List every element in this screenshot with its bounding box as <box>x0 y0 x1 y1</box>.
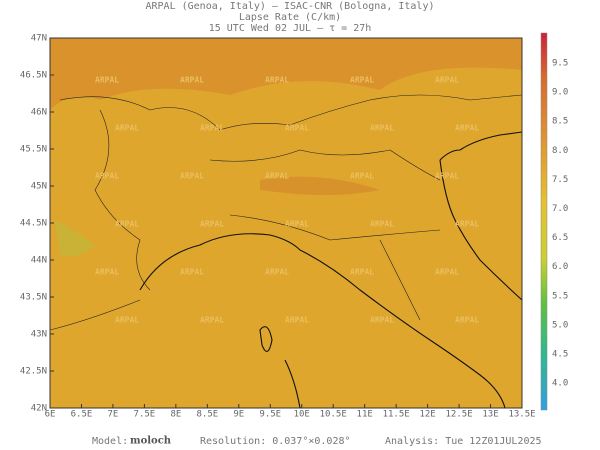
watermark: ARPAL <box>455 124 479 133</box>
watermark: ARPAL <box>265 268 289 277</box>
watermark: ARPAL <box>435 76 459 85</box>
lon-label: 8.5E <box>196 410 218 420</box>
watermark: ARPAL <box>370 316 394 325</box>
colorbar <box>540 32 548 411</box>
colorbar-labels: 9.5 9.0 8.5 8.0 7.5 7.0 6.5 6.0 5.5 5.0 4.5 4.0 <box>552 59 568 389</box>
lon-label: 8E <box>170 410 181 420</box>
watermark: ARPAL <box>180 172 204 181</box>
lat-labels: 47N 46.5N 46N 45.5N 45N 44.5N 44N 43.5N 43N 42.5N… <box>20 34 54 414</box>
lon-label: 13.5E <box>508 410 535 420</box>
coastline <box>139 131 523 409</box>
colorbar-label: 9.0 <box>552 88 568 98</box>
watermark: ARPAL <box>370 220 394 229</box>
watermark: ARPAL <box>95 76 119 85</box>
lon-label: 7E <box>108 410 119 420</box>
watermark: ARPAL <box>265 76 289 85</box>
lat-label: 45.5N <box>20 145 47 155</box>
header-line: ARPAL (Genoa, Italy) – ISAC-CNR (Bologna… <box>146 1 435 12</box>
watermark: ARPAL <box>115 220 139 229</box>
colorbar-label: 4.5 <box>552 350 568 360</box>
colorbar-label: 4.0 <box>552 379 568 389</box>
lat-label: 42.5N <box>20 367 47 377</box>
watermark: ARPAL <box>285 124 309 133</box>
colorbar-label: 5.5 <box>552 291 568 301</box>
header-line: 15 UTC Wed 02 JUL – τ = 27h <box>209 23 372 34</box>
lon-label: 6.5E <box>71 410 93 420</box>
watermark: ARPAL <box>180 76 204 85</box>
watermark: ARPAL <box>180 268 204 277</box>
watermark: ARPAL <box>350 76 374 85</box>
lat-label: 42N <box>31 404 47 414</box>
map-field <box>50 38 522 408</box>
lat-label: 46.5N <box>20 71 47 81</box>
lon-label: 9.5E <box>259 410 281 420</box>
watermark: ARPAL <box>95 172 119 181</box>
lon-label: 9E <box>233 410 244 420</box>
watermark: ARPAL <box>350 268 374 277</box>
lon-label: 11E <box>357 410 373 420</box>
lon-label: 10.5E <box>320 410 347 420</box>
watermark: ARPAL <box>455 316 479 325</box>
watermarks: ARPAL ARPAL ARPAL ARPAL ARPAL ARPAL ARPAL ARPAL… <box>95 76 479 325</box>
lon-label: 12.5E <box>446 410 473 420</box>
watermark: ARPAL <box>350 172 374 181</box>
watermark: ARPAL <box>435 268 459 277</box>
colorbar-label: 7.5 <box>552 175 568 185</box>
borders <box>49 94 523 331</box>
lon-label: 10E <box>294 410 310 420</box>
colorbar-label: 5.0 <box>552 320 568 330</box>
watermark: ARPAL <box>95 268 119 277</box>
lat-label: 46N <box>31 108 47 118</box>
lon-label: 6E <box>45 410 56 420</box>
field-patch <box>55 220 95 257</box>
lon-labels: 6E 6.5E 7E 7.5E 8E 8.5E 9E 9.5E 10E 10.5E 11E 11.5E… <box>45 404 536 420</box>
lon-label: 11.5E <box>383 410 410 420</box>
colorbar-label: 8.5 <box>552 117 568 127</box>
watermark: ARPAL <box>115 124 139 133</box>
header-line: Lapse Rate (C/km) <box>239 12 341 23</box>
watermark: ARPAL <box>370 124 394 133</box>
watermark: ARPAL <box>200 220 224 229</box>
lat-label: 44N <box>31 256 47 266</box>
colorbar-label: 9.5 <box>552 59 568 69</box>
watermark: ARPAL <box>455 220 479 229</box>
colorbar-label: 6.0 <box>552 262 568 272</box>
watermark: ARPAL <box>435 172 459 181</box>
lat-label: 45N <box>31 182 47 192</box>
footer-resolution: Resolution: 0.037°×0.028° <box>200 436 351 447</box>
footer-analysis: Analysis: Tue 12Z01JUL2025 <box>385 436 542 447</box>
watermark: ARPAL <box>285 220 309 229</box>
field-patch <box>50 38 522 110</box>
watermark: ARPAL <box>200 316 224 325</box>
watermark: ARPAL <box>285 316 309 325</box>
lat-label: 43N <box>31 330 47 340</box>
footer-model: moloch <box>130 436 172 447</box>
footer-model-label: Model: <box>92 436 128 447</box>
field-patch <box>260 176 380 195</box>
colorbar-label: 8.0 <box>552 146 568 156</box>
map-area: ARPAL ARPAL ARPAL ARPAL ARPAL ARPAL ARPAL ARPAL… <box>49 37 523 409</box>
lon-label: 13E <box>482 410 498 420</box>
watermark: ARPAL <box>265 172 289 181</box>
watermark: ARPAL <box>115 316 139 325</box>
watermark: ARPAL <box>200 124 224 133</box>
lon-label: 7.5E <box>134 410 156 420</box>
lat-label: 47N <box>31 34 47 44</box>
lat-label: 43.5N <box>20 293 47 303</box>
lon-label: 12E <box>419 410 435 420</box>
colorbar-label: 7.0 <box>552 204 568 214</box>
colorbar-label: 6.5 <box>552 233 568 243</box>
lat-label: 44.5N <box>20 219 47 229</box>
